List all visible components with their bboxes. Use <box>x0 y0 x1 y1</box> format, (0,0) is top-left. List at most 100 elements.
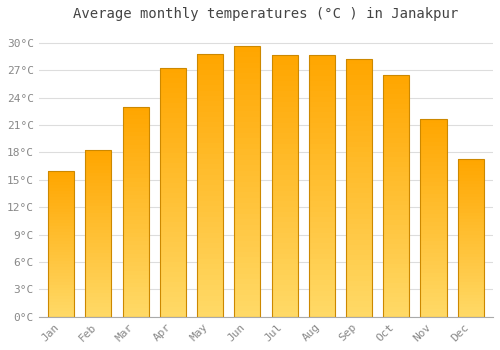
Bar <box>458 212 483 216</box>
Bar <box>458 200 483 203</box>
Bar <box>383 264 409 268</box>
Bar <box>458 165 483 168</box>
Bar <box>122 182 148 187</box>
Bar <box>234 290 260 295</box>
Bar <box>160 292 186 297</box>
Bar <box>308 102 335 107</box>
Bar <box>48 185 74 188</box>
Bar <box>272 175 297 181</box>
Bar <box>160 272 186 277</box>
Bar <box>197 196 223 201</box>
Bar <box>48 264 74 267</box>
Bar <box>48 250 74 252</box>
Bar <box>308 55 335 317</box>
Bar <box>86 150 112 153</box>
Bar <box>86 166 112 170</box>
Bar <box>308 196 335 202</box>
Bar <box>458 276 483 279</box>
Bar <box>160 123 186 128</box>
Bar <box>48 261 74 264</box>
Bar <box>122 296 148 300</box>
Bar <box>458 234 483 238</box>
Bar <box>308 118 335 123</box>
Bar <box>48 229 74 232</box>
Bar <box>197 101 223 106</box>
Bar <box>160 153 186 158</box>
Bar <box>197 159 223 164</box>
Bar <box>420 241 446 245</box>
Bar <box>272 86 297 91</box>
Bar <box>122 308 148 313</box>
Bar <box>346 90 372 95</box>
Bar <box>160 262 186 267</box>
Bar <box>420 218 446 222</box>
Bar <box>86 267 112 270</box>
Bar <box>197 169 223 175</box>
Bar <box>458 203 483 206</box>
Bar <box>160 247 186 252</box>
Bar <box>234 306 260 312</box>
Bar <box>160 267 186 272</box>
Bar <box>160 113 186 118</box>
Bar <box>420 138 446 142</box>
Bar <box>420 131 446 134</box>
Bar <box>160 93 186 98</box>
Bar <box>122 216 148 220</box>
Bar <box>234 68 260 74</box>
Bar <box>308 81 335 86</box>
Bar <box>272 76 297 81</box>
Bar <box>86 263 112 267</box>
Bar <box>197 59 223 64</box>
Bar <box>86 280 112 284</box>
Bar <box>160 138 186 143</box>
Bar <box>234 295 260 301</box>
Bar <box>383 278 409 283</box>
Bar <box>308 228 335 233</box>
Bar <box>160 118 186 123</box>
Bar <box>308 181 335 186</box>
Bar <box>458 285 483 288</box>
Bar <box>122 132 148 136</box>
Bar <box>86 160 112 163</box>
Bar <box>458 159 483 162</box>
Bar <box>234 219 260 225</box>
Bar <box>458 231 483 235</box>
Bar <box>272 270 297 275</box>
Bar <box>383 147 409 152</box>
Bar <box>86 277 112 280</box>
Bar <box>458 270 483 273</box>
Bar <box>234 279 260 284</box>
Bar <box>458 219 483 222</box>
Bar <box>272 133 297 139</box>
Bar <box>458 238 483 241</box>
Bar <box>122 153 148 157</box>
Bar <box>383 210 409 215</box>
Bar <box>160 252 186 257</box>
Bar <box>197 148 223 154</box>
Bar <box>197 133 223 138</box>
Bar <box>346 219 372 224</box>
Bar <box>346 312 372 317</box>
Bar <box>122 313 148 317</box>
Bar <box>420 122 446 126</box>
Bar <box>458 314 483 317</box>
Bar <box>197 85 223 91</box>
Bar <box>160 208 186 212</box>
Bar <box>197 296 223 301</box>
Bar <box>48 241 74 244</box>
Bar <box>383 239 409 244</box>
Bar <box>346 301 372 307</box>
Bar <box>458 216 483 219</box>
Bar <box>308 97 335 102</box>
Bar <box>346 193 372 198</box>
Bar <box>272 107 297 112</box>
Bar <box>272 81 297 86</box>
Bar <box>308 86 335 91</box>
Bar <box>420 226 446 230</box>
Bar <box>160 257 186 262</box>
Bar <box>420 162 446 166</box>
Bar <box>420 142 446 146</box>
Bar <box>346 183 372 188</box>
Bar <box>308 270 335 275</box>
Bar <box>383 234 409 239</box>
